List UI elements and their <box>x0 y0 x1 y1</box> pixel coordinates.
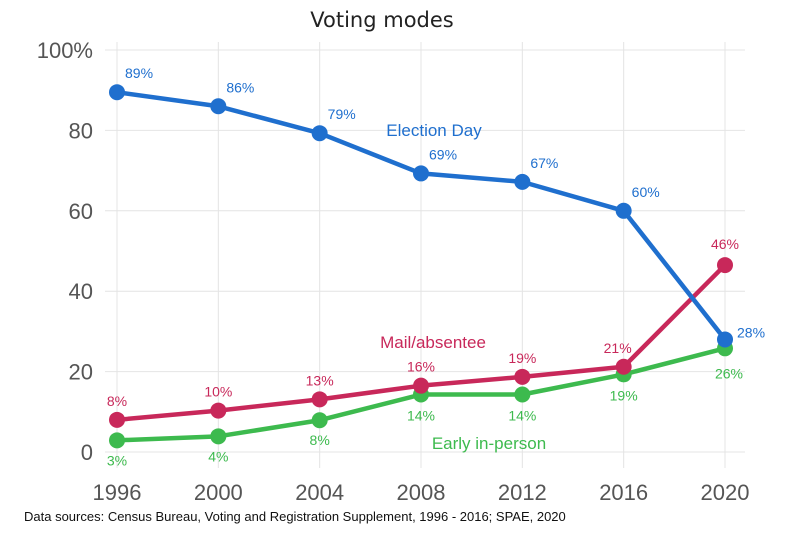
y-tick-label: 80 <box>69 118 93 143</box>
data-label: 69% <box>429 146 457 162</box>
data-point <box>413 165 429 182</box>
data-label: 14% <box>508 408 536 424</box>
x-tick-label: 1996 <box>93 480 142 505</box>
x-tick-label: 2012 <box>498 480 547 505</box>
data-point <box>311 412 328 429</box>
data-point <box>109 411 125 428</box>
data-point <box>514 386 531 403</box>
series-label: Election Day <box>386 121 482 140</box>
data-label: 16% <box>407 359 435 375</box>
data-label: 60% <box>632 184 660 200</box>
data-point <box>717 257 733 274</box>
data-source-note: Data sources: Census Bureau, Voting and … <box>24 509 566 524</box>
data-point <box>311 391 328 408</box>
data-label: 26% <box>715 365 743 381</box>
data-label: 10% <box>204 384 232 400</box>
gridlines <box>105 42 745 468</box>
data-label: 19% <box>508 350 536 366</box>
data-label: 19% <box>610 387 638 403</box>
series-election-day: 89% 86% 79% 69% 67% 60% 28% Election Day <box>109 65 765 348</box>
x-tick-label: 2016 <box>599 480 648 505</box>
data-label: 14% <box>407 408 435 424</box>
y-tick-label: 100% <box>37 38 93 63</box>
x-tick-label: 2008 <box>397 480 446 505</box>
data-point <box>210 98 227 115</box>
y-tick-label: 40 <box>69 279 93 304</box>
data-label: 13% <box>306 372 334 388</box>
data-point <box>514 173 531 190</box>
data-point <box>109 84 125 101</box>
y-tick-label: 20 <box>69 360 93 385</box>
x-tick-label: 2000 <box>194 480 243 505</box>
data-label: 8% <box>310 432 330 448</box>
series-group: 3% 4% 8% 14% 14% 19% 26% Early in-person 8% 10% 13… <box>107 65 765 468</box>
data-label: 67% <box>530 155 558 171</box>
data-point <box>210 402 227 419</box>
chart-title: Voting modes <box>310 8 453 32</box>
y-tick-label: 0 <box>81 440 93 465</box>
data-label: 21% <box>604 340 632 356</box>
data-label: 89% <box>125 65 153 81</box>
y-axis: 0 20 40 60 80 100% <box>37 38 93 465</box>
data-label: 8% <box>107 393 127 409</box>
data-label: 86% <box>226 79 254 95</box>
data-label: 4% <box>208 448 228 464</box>
data-point <box>514 368 531 385</box>
data-label: 28% <box>737 324 765 340</box>
data-point <box>210 428 227 445</box>
series-label: Mail/absentee <box>380 333 486 352</box>
data-point <box>615 358 632 375</box>
x-axis: 1996 2000 2004 2008 2012 2016 2020 <box>93 480 750 505</box>
x-tick-label: 2020 <box>701 480 750 505</box>
x-tick-label: 2004 <box>295 480 344 505</box>
data-point <box>717 331 733 348</box>
data-label: 3% <box>107 452 127 468</box>
series-label: Early in-person <box>432 434 546 453</box>
series-mail-absentee: 8% 10% 13% 16% 19% 21% 46% Mail/absentee <box>107 236 739 428</box>
data-label: 46% <box>711 236 739 252</box>
data-point <box>311 125 328 142</box>
data-point <box>615 202 632 219</box>
data-label: 79% <box>328 106 356 122</box>
data-point <box>109 432 125 449</box>
data-point <box>413 377 429 394</box>
y-tick-label: 60 <box>69 199 93 224</box>
